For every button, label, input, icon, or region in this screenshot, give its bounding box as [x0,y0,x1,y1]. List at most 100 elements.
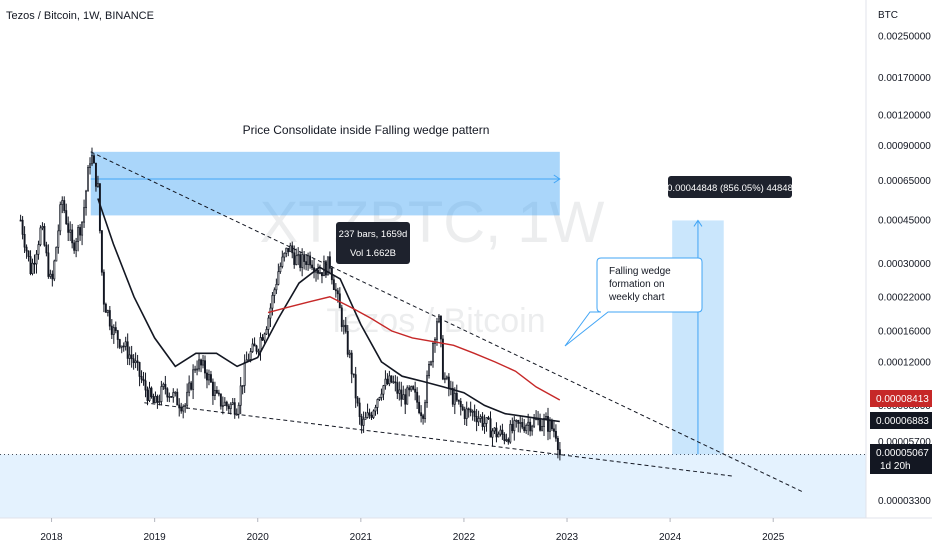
candle-body [235,413,238,416]
candle-body [55,246,58,262]
candle-body [263,333,266,341]
candle-body [396,382,399,394]
candle-body [477,418,480,423]
candle-body [180,407,183,412]
candle-body [467,408,470,411]
candle-body [91,155,93,165]
price-tick-label: 0.00030000 [878,259,931,270]
candle-body [297,254,300,257]
candle-body [451,387,454,405]
candle-body [529,421,532,432]
candle-body [31,262,34,275]
candle-body [489,418,492,438]
candle-body [352,373,355,376]
candle-body [198,359,201,370]
price-candles [19,147,561,461]
candle-body [307,255,310,265]
candle-body [499,429,502,435]
candle-body [493,427,496,432]
candle-body [469,408,472,413]
time-tick-label: 2022 [453,532,476,543]
candle-body [192,369,195,390]
candle-body [412,386,415,390]
candle-body [305,261,308,265]
candle-body [89,163,91,168]
candle-body [475,415,478,423]
candle-body [23,233,26,248]
candle-body [43,226,46,246]
candle-body [204,360,206,374]
candle-body [251,343,254,352]
candle-body [108,310,111,327]
candle-body [233,402,236,415]
watermark-symbol: XTZBTC, 1W [260,190,605,255]
candle-body [63,200,66,211]
candle-body [257,350,260,353]
candle-body [255,345,258,352]
candle-body [517,420,520,424]
time-tick-label: 2018 [40,532,63,543]
time-tick-label: 2019 [143,532,166,543]
candle-body [136,360,139,363]
candle-body [61,200,64,206]
candle-body [213,389,216,396]
callout-bubble[interactable] [564,257,703,347]
candle-body [501,429,504,435]
candle-body [370,414,373,418]
candle-body [368,412,371,416]
candle-body [221,405,224,407]
candle-body [100,230,103,273]
candle-body [533,418,536,427]
candle-body [275,284,278,291]
candle-body [285,247,288,254]
candle-body [511,423,514,432]
candle-body [128,354,131,359]
candle-body [110,325,113,335]
candle-body [269,307,272,319]
candle-body [342,324,345,328]
price-tick-label: 0.00250000 [878,32,931,43]
candle-body [550,420,553,430]
candle-body [53,260,56,280]
candle-body [344,324,347,332]
candle-body [178,404,181,409]
candle-body [134,360,137,364]
candle-body [394,381,397,384]
candle-body [513,420,516,432]
candle-body [324,261,327,276]
time-tick-label: 2023 [556,532,579,543]
candle-body [75,241,78,251]
candle-body [209,374,212,383]
candle-body [541,426,544,431]
candle-body [356,397,359,404]
candle-body [168,396,171,398]
candle-body [360,416,363,426]
candle-body [281,256,284,267]
candle-body [85,190,88,209]
candle-body [346,331,349,355]
candle-body [194,368,197,371]
candle-body [424,402,427,419]
candle-body [259,337,262,352]
candle-body [495,427,498,438]
candle-body [106,310,109,313]
candle-body [87,167,89,192]
candle-body [25,246,28,252]
candle-body [118,339,121,348]
candle-body [27,250,30,257]
candle-body [176,391,179,406]
candle-body [447,376,450,389]
candle-body [33,262,36,265]
annotations: Price Consolidate inside Falling wedge p… [243,123,793,347]
candle-body [102,271,105,305]
candle-body [35,253,38,265]
candle-body [265,329,268,335]
candle-body [362,418,365,426]
candle-body [96,183,99,187]
candle-body [366,412,369,418]
candle-body [122,345,125,348]
candle-body [364,417,367,420]
candle-body [184,404,187,407]
candle-body [436,321,438,340]
